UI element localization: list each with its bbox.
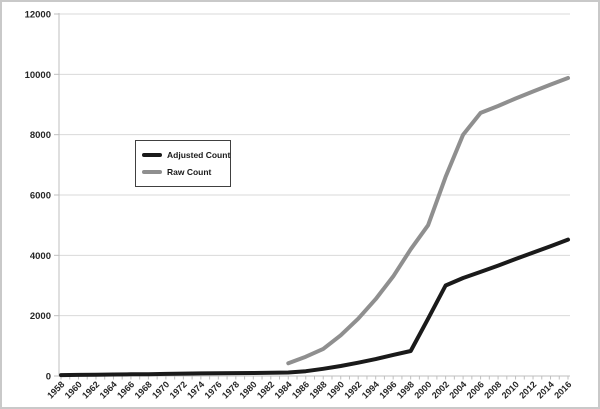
x-tick-label-2014: 2014 bbox=[535, 379, 556, 400]
y-tick-label-0: 0 bbox=[46, 372, 51, 383]
x-tick-label-1960: 1960 bbox=[63, 379, 84, 400]
x-tick-label-2004: 2004 bbox=[447, 379, 468, 400]
legend-entry-raw-count: Raw Count bbox=[142, 167, 230, 177]
x-tick-label-1988: 1988 bbox=[307, 379, 328, 400]
x-tick-label-1964: 1964 bbox=[98, 379, 119, 400]
x-tick-label-1968: 1968 bbox=[133, 379, 154, 400]
y-tick-label-8000: 8000 bbox=[30, 130, 51, 141]
x-tick-label-2000: 2000 bbox=[412, 379, 433, 400]
y-tick-label-4000: 4000 bbox=[30, 251, 51, 262]
x-tick-label-1970: 1970 bbox=[150, 379, 171, 400]
x-tick-label-2006: 2006 bbox=[465, 379, 486, 400]
x-tick-label-1986: 1986 bbox=[290, 379, 311, 400]
x-tick-label-1982: 1982 bbox=[255, 379, 276, 400]
x-tick-label-2016: 2016 bbox=[552, 379, 573, 400]
y-tick-label-6000: 6000 bbox=[30, 191, 51, 202]
x-tick-label-2012: 2012 bbox=[517, 379, 538, 400]
x-tick-label-1966: 1966 bbox=[115, 379, 136, 400]
x-tick-label-1976: 1976 bbox=[203, 379, 224, 400]
x-tick-label-1994: 1994 bbox=[360, 379, 381, 400]
x-tick-label-1972: 1972 bbox=[168, 379, 189, 400]
x-tick-label-1978: 1978 bbox=[220, 379, 241, 400]
legend-swatch-adjusted-count bbox=[142, 153, 162, 157]
y-tick-label-10000: 10000 bbox=[25, 70, 51, 81]
x-tick-label-1984: 1984 bbox=[272, 379, 293, 400]
x-tick-label-1998: 1998 bbox=[395, 379, 416, 400]
legend-entry-adjusted-count: Adjusted Count bbox=[142, 150, 230, 160]
legend-label-raw-count: Raw Count bbox=[167, 167, 212, 177]
y-tick-label-2000: 2000 bbox=[30, 311, 51, 322]
x-tick-label-1992: 1992 bbox=[342, 379, 363, 400]
legend-label-adjusted-count: Adjusted Count bbox=[167, 150, 231, 160]
x-tick-label-1990: 1990 bbox=[325, 379, 346, 400]
x-tick-label-1958: 1958 bbox=[45, 379, 66, 400]
x-tick-label-1974: 1974 bbox=[185, 379, 206, 400]
x-tick-label-2002: 2002 bbox=[430, 379, 451, 400]
y-tick-label-12000: 12000 bbox=[25, 10, 51, 21]
x-tick-label-1996: 1996 bbox=[377, 379, 398, 400]
legend: Adjusted Count Raw Count bbox=[135, 140, 231, 187]
series-line-raw-count bbox=[286, 76, 570, 366]
x-tick-label-1980: 1980 bbox=[237, 379, 258, 400]
x-tick-label-1962: 1962 bbox=[80, 379, 101, 400]
series-line-adjusted-count bbox=[59, 237, 570, 378]
legend-swatch-raw-count bbox=[142, 170, 162, 174]
x-tick-label-2008: 2008 bbox=[482, 379, 503, 400]
x-tick-label-2010: 2010 bbox=[500, 379, 521, 400]
